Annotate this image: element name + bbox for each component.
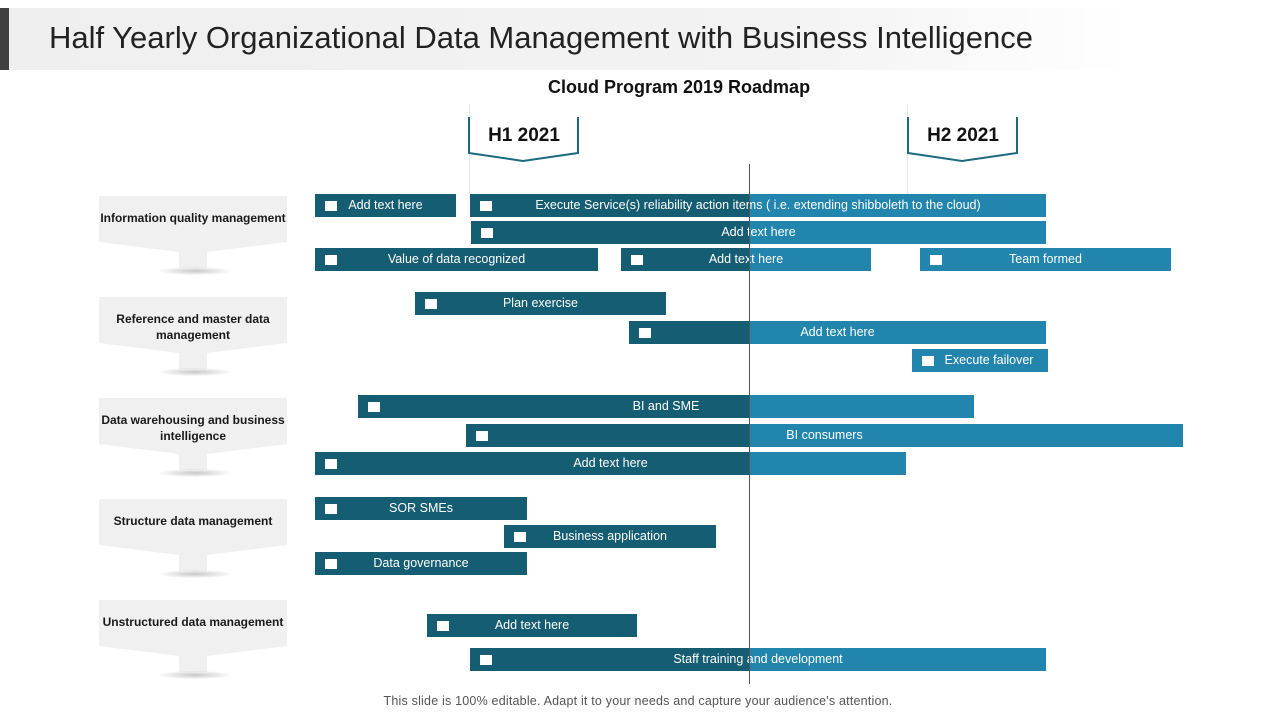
task-bar: Add text here [621, 248, 871, 271]
phase-h2-shape [907, 117, 1018, 163]
category-card-shadow [159, 368, 231, 376]
task-marker [481, 228, 493, 238]
category-label: Information quality management [100, 211, 286, 225]
task-marker [480, 655, 492, 665]
task-label: Data governance [373, 556, 469, 570]
page-title: Half Yearly Organizational Data Manageme… [49, 20, 1033, 55]
category-card-shadow [159, 671, 231, 679]
task-bar: Execute Service(s) reliability action it… [470, 194, 1046, 217]
task-marker [325, 504, 337, 514]
task-bar: BI and SME [358, 395, 974, 418]
task-marker [425, 299, 437, 309]
task-label: SOR SMEs [389, 501, 453, 515]
phase-h1-shape [468, 117, 579, 163]
phase-h1-label: H1 2021 [488, 125, 560, 146]
task-label: Execute failover [944, 353, 1034, 367]
task-bar: Business application [504, 525, 716, 548]
task-marker [437, 621, 449, 631]
task-marker [514, 532, 526, 542]
category-label: Data warehousing and business intelligen… [101, 413, 285, 443]
task-bar: Add text here [471, 221, 1046, 244]
task-bar: Value of data recognized [315, 248, 598, 271]
task-marker [480, 201, 492, 211]
category-label: Structure data management [113, 514, 273, 528]
task-label: Add text here [721, 225, 796, 239]
task-bar: BI consumers [466, 424, 1183, 447]
category-card-shadow [159, 469, 231, 477]
category-card: Reference and master data management [99, 297, 287, 375]
task-bar-h2-segment [749, 395, 974, 418]
task-label: Team formed [1009, 252, 1082, 266]
task-label: Execute Service(s) reliability action it… [535, 198, 981, 212]
task-label: BI and SME [632, 399, 700, 413]
task-bar-h2-segment [749, 424, 1183, 447]
category-card-shape [99, 196, 287, 268]
category-card-shape [99, 499, 287, 571]
task-label: Business application [553, 529, 667, 543]
task-label: Add text here [494, 618, 570, 632]
category-card-shape [99, 600, 287, 672]
phase-h1: H1 2021 [468, 117, 580, 165]
task-label: BI consumers [786, 428, 863, 442]
task-label: Value of data recognized [387, 252, 526, 266]
task-bar: Execute failover [912, 349, 1048, 372]
task-bar: Add text here [315, 452, 906, 475]
task-marker [325, 559, 337, 569]
title-banner [0, 8, 1130, 70]
task-marker [922, 356, 934, 366]
task-label: Add text here [708, 252, 784, 266]
task-bar: Staff training and development [470, 648, 1046, 671]
task-bar: Data governance [315, 552, 527, 575]
timeline-divider [749, 164, 750, 684]
task-marker [325, 201, 337, 211]
phase-h2-label: H2 2021 [927, 125, 999, 146]
task-bar: Add text here [315, 194, 456, 217]
task-label: Add text here [800, 325, 875, 339]
task-label: Add text here [348, 198, 423, 212]
category-label: Reference and master data management [116, 312, 270, 342]
roadmap-subtitle: Cloud Program 2019 Roadmap [548, 77, 811, 97]
task-bar: Plan exercise [415, 292, 666, 315]
category-card: Data warehousing and business intelligen… [99, 398, 287, 476]
task-bar-h2-segment [749, 452, 906, 475]
footer-note: This slide is 100% editable. Adapt it to… [383, 694, 893, 708]
task-label: Plan exercise [502, 296, 579, 310]
task-bar-h2-segment [749, 321, 1046, 344]
task-bar-h2-segment [749, 194, 1046, 217]
category-card: Information quality management [99, 196, 287, 274]
task-marker [639, 328, 651, 338]
task-marker [325, 459, 337, 469]
phase-h2: H2 2021 [907, 117, 1019, 165]
task-bar: SOR SMEs [315, 497, 527, 520]
task-marker [368, 402, 380, 412]
task-bar-h2-segment [749, 248, 871, 271]
task-marker [476, 431, 488, 441]
task-label: Add text here [573, 456, 648, 470]
task-marker [325, 255, 337, 265]
task-bar-h2-segment [749, 221, 1046, 244]
category-label: Unstructured data management [102, 615, 284, 629]
category-card-shape [99, 398, 287, 470]
task-label: Staff training and development [673, 652, 843, 666]
task-marker [930, 255, 942, 265]
category-card-shadow [159, 267, 231, 275]
category-card-shadow [159, 570, 231, 578]
task-bar: Add text here [629, 321, 1046, 344]
category-card-shape [99, 297, 287, 369]
task-bar: Add text here [427, 614, 637, 637]
task-marker [631, 255, 643, 265]
category-card: Unstructured data management [99, 600, 287, 678]
category-card: Structure data management [99, 499, 287, 577]
task-bar-h2-segment [749, 648, 1046, 671]
task-bar: Team formed [920, 248, 1171, 271]
title-accent-bar [0, 8, 9, 70]
